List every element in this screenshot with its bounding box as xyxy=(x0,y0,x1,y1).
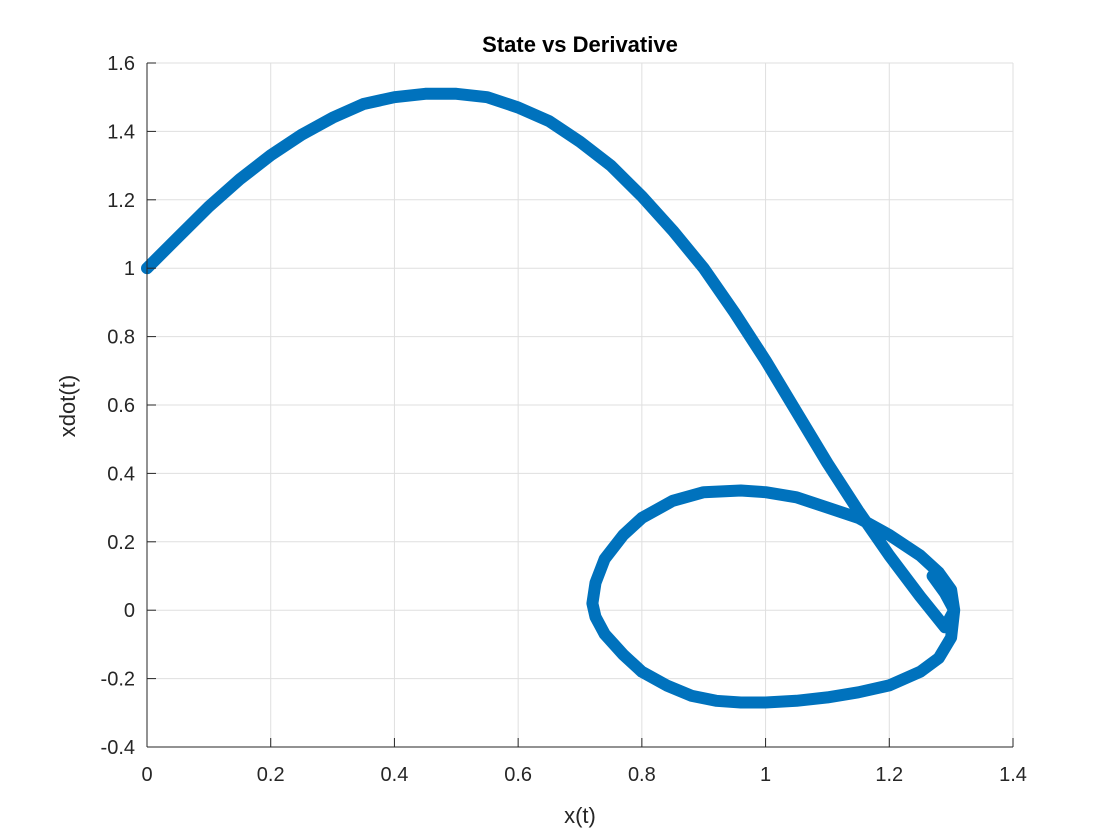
data-point xyxy=(451,88,462,99)
x-tick-label: 0.8 xyxy=(628,764,656,786)
data-point xyxy=(698,487,709,498)
data-point xyxy=(327,112,338,123)
data-point xyxy=(915,591,926,602)
data-point xyxy=(760,355,771,366)
y-tick-label: 0.8 xyxy=(107,327,135,349)
data-point xyxy=(636,512,647,523)
y-tick-label: 1.4 xyxy=(107,121,135,143)
data-point xyxy=(605,160,616,171)
data-point xyxy=(389,92,400,103)
data-point xyxy=(791,406,802,417)
data-point xyxy=(296,129,307,140)
data-point xyxy=(590,577,601,588)
data-point xyxy=(760,487,771,498)
data-point xyxy=(636,191,647,202)
data-point xyxy=(884,529,895,540)
y-tick-label: 1.6 xyxy=(107,53,135,75)
data-point xyxy=(599,553,610,564)
data-point xyxy=(822,692,833,703)
data-point xyxy=(735,697,746,708)
data-point xyxy=(884,680,895,691)
data-point xyxy=(661,680,672,691)
data-point xyxy=(618,529,629,540)
data-point xyxy=(915,550,926,561)
tick-labels: 0 0.2 0.4 0.6 0.8 1 1.2 1.4 -0.4 -0.2 0 0.2 0.4 0.6 0.… xyxy=(101,53,1027,786)
x-tick-label: 1 xyxy=(760,764,771,786)
data-point xyxy=(735,485,746,496)
data-point xyxy=(791,492,802,503)
data-point xyxy=(513,102,524,113)
data-point xyxy=(234,174,245,185)
data-point xyxy=(853,506,864,517)
data-point xyxy=(590,612,601,623)
y-tick-label: -0.2 xyxy=(101,669,135,691)
data-point xyxy=(686,690,697,701)
data-point xyxy=(482,92,493,103)
data-point xyxy=(729,307,740,318)
x-tick-label: 1.4 xyxy=(999,764,1027,786)
y-tick-label: 1 xyxy=(124,258,135,280)
y-tick-label: 0 xyxy=(124,600,135,622)
data-point xyxy=(618,649,629,660)
data-point xyxy=(946,632,957,643)
data-point xyxy=(853,512,864,523)
data-point xyxy=(884,550,895,561)
data-point xyxy=(760,697,771,708)
data-point xyxy=(939,622,950,633)
y-axis-label: xdot(t) xyxy=(55,375,80,437)
data-point xyxy=(791,695,802,706)
x-axis-label: x(t) xyxy=(564,803,596,828)
data-point xyxy=(933,653,944,664)
data-point xyxy=(698,263,709,274)
y-tick-label: 0.4 xyxy=(107,463,135,485)
data-point xyxy=(927,571,938,581)
data-point xyxy=(420,88,431,99)
data-point xyxy=(358,99,369,110)
data-point xyxy=(599,629,610,640)
data-point xyxy=(711,695,722,706)
axes xyxy=(146,62,1014,748)
data-point xyxy=(822,502,833,513)
data-point xyxy=(575,136,585,147)
x-tick-label: 0.2 xyxy=(257,764,285,786)
x-tick-label: 1.2 xyxy=(875,764,903,786)
data-point xyxy=(544,116,555,127)
data-point xyxy=(949,605,960,616)
data-point xyxy=(587,598,598,609)
data-point xyxy=(172,232,183,243)
y-tick-label: -0.4 xyxy=(101,737,135,759)
y-tick-label: 1.2 xyxy=(107,190,135,212)
data-point xyxy=(667,495,678,506)
y-tick-label: 0.2 xyxy=(107,532,135,554)
y-tick-label: 0.6 xyxy=(107,395,135,417)
data-point xyxy=(667,225,678,236)
data-point xyxy=(939,588,950,599)
x-tick-label: 0 xyxy=(141,764,152,786)
data-point xyxy=(915,666,926,677)
plot-area xyxy=(141,87,961,709)
x-tick-label: 0.4 xyxy=(381,764,409,786)
data-point xyxy=(265,150,276,161)
x-tick-label: 0.6 xyxy=(504,764,532,786)
data-point xyxy=(203,201,214,212)
data-point xyxy=(822,458,833,469)
data-point xyxy=(636,666,647,677)
data-point xyxy=(853,687,864,698)
chart-title: State vs Derivative xyxy=(482,32,678,57)
